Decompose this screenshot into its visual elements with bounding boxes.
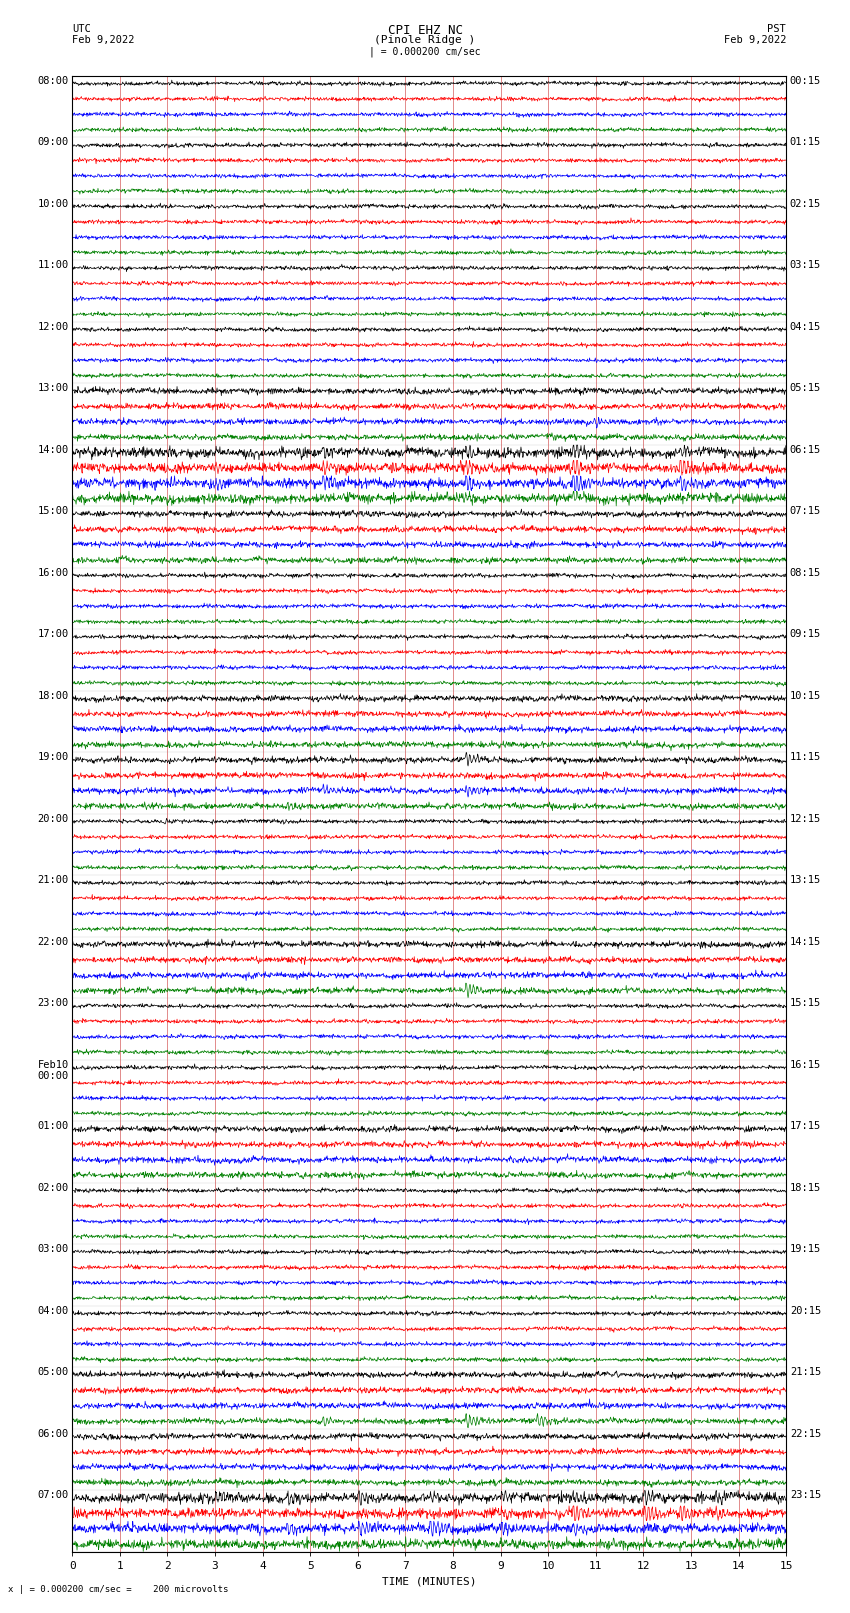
Text: 02:15: 02:15 [790,198,821,208]
Text: 08:15: 08:15 [790,568,821,577]
Text: 19:15: 19:15 [790,1244,821,1255]
Text: 08:00: 08:00 [37,76,69,85]
Text: 17:15: 17:15 [790,1121,821,1131]
Text: 11:00: 11:00 [37,260,69,271]
Text: 22:15: 22:15 [790,1429,821,1439]
Text: 20:15: 20:15 [790,1307,821,1316]
Text: 00:15: 00:15 [790,76,821,85]
Text: 12:15: 12:15 [790,815,821,824]
Text: 20:00: 20:00 [37,815,69,824]
Text: | = 0.000200 cm/sec: | = 0.000200 cm/sec [369,47,481,58]
Text: 04:15: 04:15 [790,323,821,332]
Text: 18:00: 18:00 [37,690,69,700]
Text: 16:15: 16:15 [790,1060,821,1069]
Text: 23:00: 23:00 [37,998,69,1008]
Text: 04:00: 04:00 [37,1307,69,1316]
Text: 16:00: 16:00 [37,568,69,577]
Text: (Pinole Ridge ): (Pinole Ridge ) [374,35,476,45]
Text: CPI EHZ NC: CPI EHZ NC [388,24,462,37]
Text: PST: PST [768,24,786,34]
Text: 12:00: 12:00 [37,323,69,332]
Text: 01:15: 01:15 [790,137,821,147]
Text: 09:00: 09:00 [37,137,69,147]
Text: 22:00: 22:00 [37,937,69,947]
Text: Feb10
00:00: Feb10 00:00 [37,1060,69,1081]
Text: x | = 0.000200 cm/sec =    200 microvolts: x | = 0.000200 cm/sec = 200 microvolts [8,1584,229,1594]
Text: 02:00: 02:00 [37,1182,69,1192]
Text: 21:00: 21:00 [37,876,69,886]
X-axis label: TIME (MINUTES): TIME (MINUTES) [382,1576,477,1586]
Text: 01:00: 01:00 [37,1121,69,1131]
Text: 05:15: 05:15 [790,384,821,394]
Text: 17:00: 17:00 [37,629,69,639]
Text: 23:15: 23:15 [790,1490,821,1500]
Text: 19:00: 19:00 [37,752,69,763]
Text: UTC: UTC [72,24,91,34]
Text: Feb 9,2022: Feb 9,2022 [72,35,135,45]
Text: 11:15: 11:15 [790,752,821,763]
Text: 06:00: 06:00 [37,1429,69,1439]
Text: 09:15: 09:15 [790,629,821,639]
Text: 14:00: 14:00 [37,445,69,455]
Text: 03:15: 03:15 [790,260,821,271]
Text: 05:00: 05:00 [37,1368,69,1378]
Text: Feb 9,2022: Feb 9,2022 [723,35,786,45]
Text: 14:15: 14:15 [790,937,821,947]
Text: 07:00: 07:00 [37,1490,69,1500]
Text: 18:15: 18:15 [790,1182,821,1192]
Text: 10:00: 10:00 [37,198,69,208]
Text: 15:00: 15:00 [37,506,69,516]
Text: 13:15: 13:15 [790,876,821,886]
Text: 13:00: 13:00 [37,384,69,394]
Text: 21:15: 21:15 [790,1368,821,1378]
Text: 07:15: 07:15 [790,506,821,516]
Text: 15:15: 15:15 [790,998,821,1008]
Text: 03:00: 03:00 [37,1244,69,1255]
Text: 06:15: 06:15 [790,445,821,455]
Text: 10:15: 10:15 [790,690,821,700]
